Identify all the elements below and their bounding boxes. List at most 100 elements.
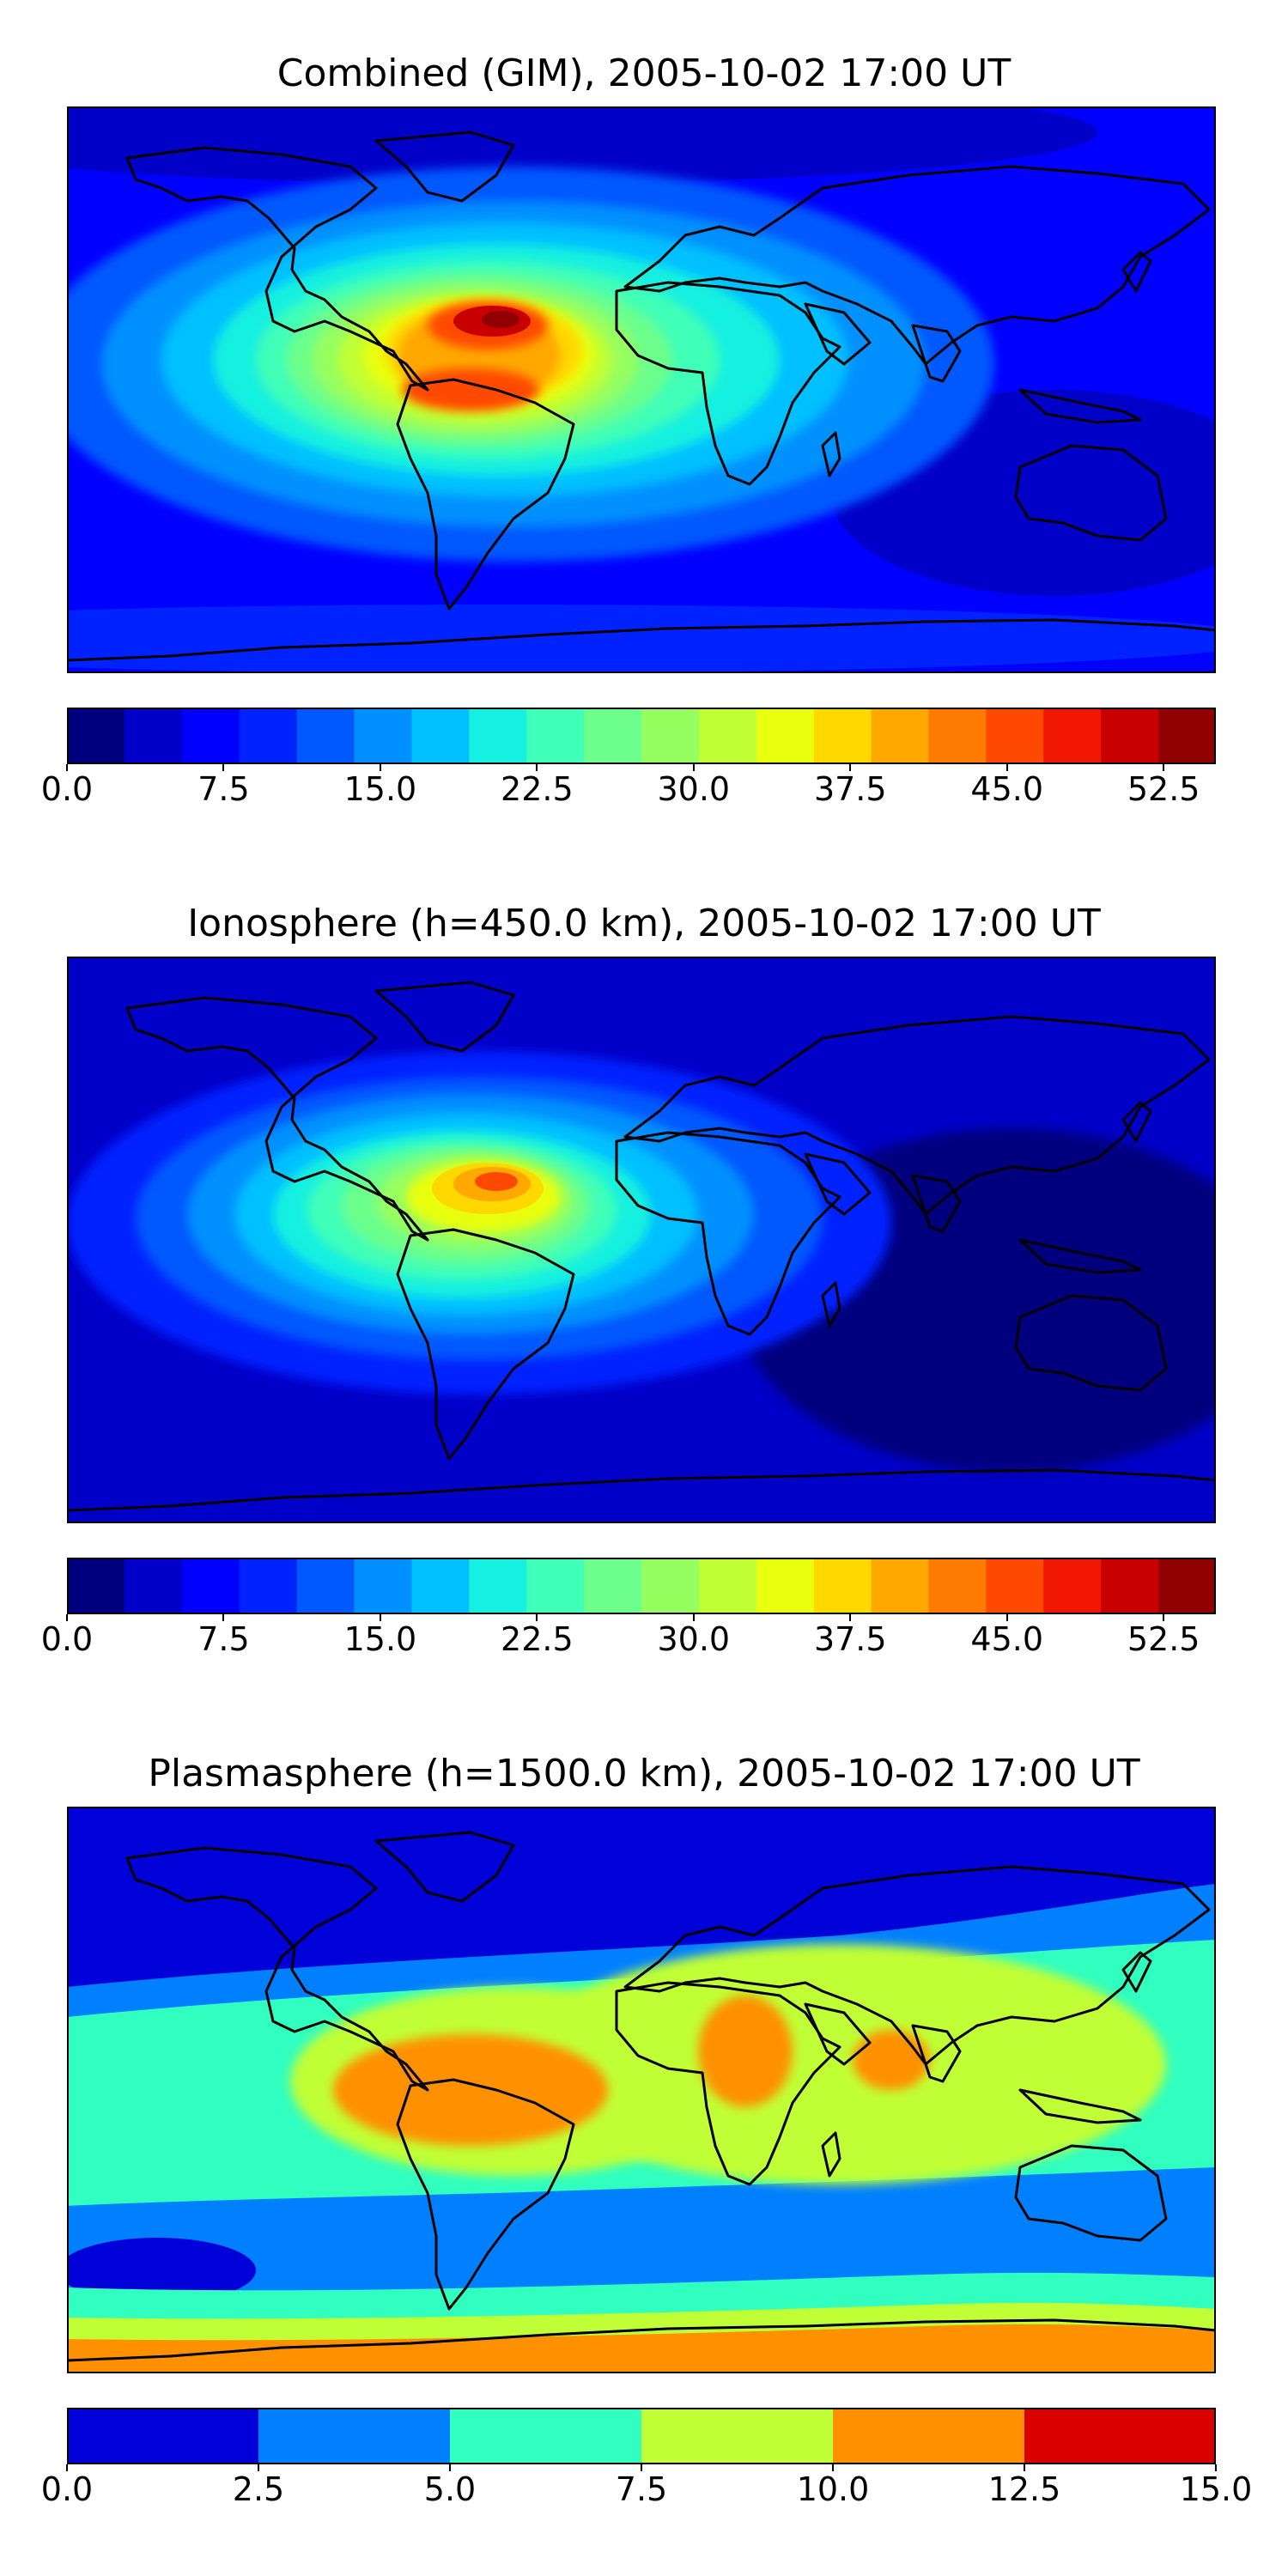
colorbar-tick-label: 45.0	[970, 770, 1044, 808]
colorbar-cell	[124, 708, 183, 764]
colorbar-cell	[411, 708, 470, 764]
colorbar-cell	[1024, 2408, 1216, 2464]
colorbar-tick-label: 7.5	[197, 1620, 250, 1658]
colorbar-cell	[124, 1558, 183, 1614]
colorbar-cell	[1101, 708, 1159, 764]
colorbar-cell	[698, 708, 757, 764]
colorbar-cells	[67, 2408, 1216, 2464]
colorbar-tick-mark	[1024, 2464, 1025, 2471]
coastline	[804, 2002, 872, 2066]
panel-plasmasphere: Plasmasphere (h=1500.0 km), 2005-10-02 1…	[0, 1752, 1288, 2524]
coastline	[821, 1281, 841, 1327]
colorbar-tick-mark	[1005, 1614, 1008, 1621]
panel-combined: Combined (GIM), 2005-10-02 17:00 UT 0.0 7…	[0, 52, 1288, 824]
colorbar-tick-label: 52.5	[1127, 1620, 1200, 1658]
coastline	[1018, 388, 1142, 424]
coastline	[615, 281, 841, 486]
coastline	[125, 1846, 429, 2092]
colorbar-cell	[871, 708, 929, 764]
coastline	[1121, 1101, 1152, 1143]
coastline	[1121, 1951, 1152, 1993]
colorbar-cell	[67, 2408, 259, 2464]
colorbar-cell	[833, 2408, 1025, 2464]
colorbar-cell	[181, 708, 240, 764]
colorbar-cell	[756, 708, 815, 764]
tec-contour	[67, 605, 1216, 673]
colorbar-tick-mark	[849, 1614, 852, 1621]
colorbar-tick-mark	[222, 764, 225, 771]
colorbar-cell	[986, 1558, 1044, 1614]
colorbar-cell	[450, 2408, 642, 2464]
colorbar-tick-label: 7.5	[197, 770, 250, 808]
colorbar-tick-label: 15.0	[343, 770, 417, 808]
colorbar-cell	[354, 708, 412, 764]
colorbar-tick-mark	[379, 764, 381, 771]
combined-map	[67, 106, 1216, 673]
map-title: Plasmasphere (h=1500.0 km), 2005-10-02 1…	[148, 1752, 1140, 1795]
colorbar-tick-label: 0.0	[40, 1620, 94, 1658]
coastline	[374, 1831, 515, 1903]
colorbar-tick-label: 30.0	[657, 770, 731, 808]
colorbar-tick-label: 0.0	[40, 2470, 94, 2508]
colorbar-cell	[584, 708, 642, 764]
colorbar-tick-mark	[66, 1614, 68, 1621]
tec-contours	[67, 1884, 1216, 2373]
colorbar-cell	[469, 1558, 527, 1614]
tec-contour	[698, 1996, 793, 2107]
colorbar-cell	[584, 1558, 642, 1614]
colorbar-tick-label: 15.0	[1179, 2470, 1253, 2508]
map-frame	[67, 106, 1216, 673]
colorbar-tick-label: 7.5	[615, 2470, 668, 2508]
colorbar-tick-mark	[66, 764, 68, 771]
coastline	[1014, 2144, 1168, 2242]
coastline	[67, 1468, 1216, 1523]
tec-contour	[513, 1944, 1166, 2184]
colorbar-tick-label: 12.5	[987, 2470, 1061, 2508]
coastline	[125, 146, 429, 392]
colorbar-cell	[1158, 1558, 1216, 1614]
coastline	[804, 302, 872, 366]
tec-contour	[67, 106, 1097, 184]
colorbar-tick-label: 22.5	[501, 1620, 574, 1658]
map-frame	[67, 1807, 1216, 2373]
ionosphere-colorbar-ticks: 0.0 7.5 15.0 22.5 30.0 37.5 45.0 52.5	[0, 1619, 1288, 1664]
colorbar-cell	[813, 1558, 872, 1614]
coastline	[374, 131, 515, 203]
colorbar-tick-label: 37.5	[813, 1620, 887, 1658]
coastline	[821, 431, 841, 477]
colorbar-tick-label: 45.0	[970, 1620, 1044, 1658]
colorbar-cell	[67, 708, 125, 764]
colorbar-cell	[1043, 1558, 1102, 1614]
coastline	[911, 2024, 962, 2083]
tec-contour	[482, 311, 519, 328]
coastline	[615, 1981, 841, 2186]
colorbar-cell	[641, 708, 700, 764]
colorbar-cell	[258, 2408, 451, 2464]
colorbar-tick-mark	[449, 2464, 451, 2471]
coastline	[821, 2131, 841, 2178]
colorbar-tick-mark	[849, 764, 852, 771]
combined-colorbar-ticks: 0.0 7.5 15.0 22.5 30.0 37.5 45.0 52.5	[0, 769, 1288, 814]
colorbar-cell	[296, 708, 355, 764]
colorbar-tick-mark	[258, 2464, 259, 2471]
tec-contour	[67, 2238, 256, 2303]
colorbar-tick-mark	[692, 764, 695, 771]
colorbar-cells	[67, 708, 1216, 764]
coastline	[67, 618, 1216, 673]
colorbar-tick-label: 22.5	[501, 770, 574, 808]
colorbar-tick-mark	[379, 1614, 381, 1621]
colorbar-cells	[67, 1558, 1216, 1614]
colorbar-tick-label: 30.0	[657, 1620, 731, 1658]
colorbar-tick-mark	[1215, 2464, 1217, 2471]
colorbar-tick-label: 10.0	[796, 2470, 870, 2508]
tec-contours	[67, 1051, 1216, 1472]
colorbar-cell	[928, 708, 987, 764]
colorbar-tick-mark	[536, 764, 538, 771]
coastline	[125, 996, 429, 1242]
colorbar-cell	[813, 708, 872, 764]
coastline	[623, 1865, 1211, 2066]
colorbar-cell	[469, 708, 527, 764]
ionosphere-map	[67, 957, 1216, 1523]
colorbar-tick-mark	[222, 1614, 225, 1621]
coastlines	[67, 1831, 1216, 2373]
